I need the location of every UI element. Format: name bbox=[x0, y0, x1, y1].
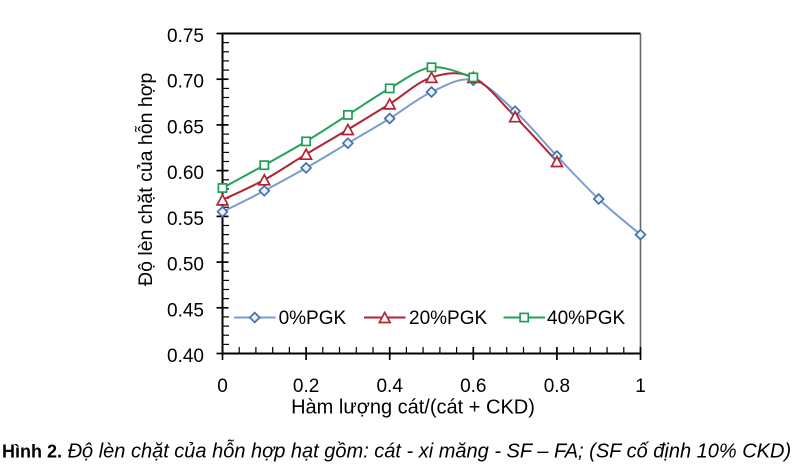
svg-text:0.65: 0.65 bbox=[167, 117, 204, 138]
svg-text:0.2: 0.2 bbox=[293, 376, 319, 397]
svg-text:0.60: 0.60 bbox=[167, 163, 204, 184]
svg-text:0.55: 0.55 bbox=[167, 209, 204, 230]
svg-text:1: 1 bbox=[635, 376, 646, 397]
svg-text:0: 0 bbox=[217, 376, 228, 397]
svg-text:0.45: 0.45 bbox=[167, 300, 204, 321]
svg-text:0.8: 0.8 bbox=[544, 376, 570, 397]
svg-text:Độ lèn chặt của hỗn hợp: Độ lèn chặt của hỗn hợp bbox=[134, 72, 157, 286]
svg-text:0.6: 0.6 bbox=[460, 376, 486, 397]
svg-text:20%PGK: 20%PGK bbox=[409, 308, 487, 329]
svg-text:0.75: 0.75 bbox=[167, 26, 204, 47]
svg-text:0.70: 0.70 bbox=[167, 72, 204, 93]
svg-text:0.50: 0.50 bbox=[167, 255, 204, 276]
svg-text:0.40: 0.40 bbox=[167, 346, 204, 367]
svg-text:Hình 2. Độ lèn chặt của hỗn hợ: Hình 2. Độ lèn chặt của hỗn hợp hạt gồm:… bbox=[2, 440, 791, 463]
svg-text:Hàm lượng cát/(cát + CKD): Hàm lượng cát/(cát + CKD) bbox=[291, 397, 535, 419]
svg-text:0%PGK: 0%PGK bbox=[279, 308, 347, 329]
svg-text:0.4: 0.4 bbox=[376, 376, 403, 397]
svg-text:40%PGK: 40%PGK bbox=[547, 308, 625, 329]
